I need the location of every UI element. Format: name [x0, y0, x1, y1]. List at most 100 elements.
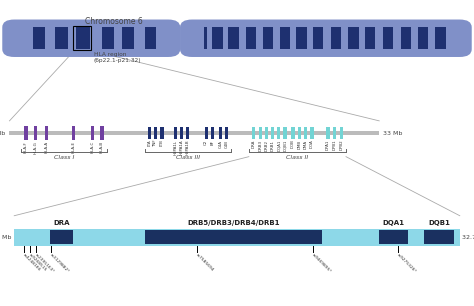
Bar — [435, 27, 446, 49]
Bar — [331, 27, 341, 49]
Text: DRB5/DRB3/DRB4/DRB1: DRB5/DRB3/DRB4/DRB1 — [187, 220, 280, 226]
Text: HLA region
(6p22.1-p21.32): HLA region (6p22.1-p21.32) — [94, 52, 141, 62]
Bar — [33, 27, 45, 49]
Bar — [212, 27, 223, 49]
Text: C4A: C4A — [219, 140, 222, 147]
Bar — [180, 127, 183, 139]
Text: Class I: Class I — [54, 155, 74, 159]
Text: rs4248166: rs4248166 — [22, 253, 41, 272]
Text: HSPA1A: HSPA1A — [180, 140, 183, 155]
Text: Class III: Class III — [176, 155, 200, 159]
Text: HLA-C: HLA-C — [91, 141, 94, 153]
Bar — [304, 127, 307, 139]
Text: 32.3 Mb: 32.3 Mb — [0, 235, 12, 240]
Text: C4B: C4B — [225, 140, 228, 147]
Text: BF: BF — [210, 140, 214, 144]
Text: DMA: DMA — [304, 140, 308, 149]
Bar — [145, 230, 322, 244]
Bar — [186, 127, 190, 139]
Bar — [55, 27, 68, 49]
Text: DPA1: DPA1 — [326, 140, 330, 150]
Text: DQA1: DQA1 — [277, 140, 281, 151]
Bar — [102, 27, 114, 49]
Bar — [228, 27, 239, 49]
Bar — [263, 27, 273, 49]
Text: Chromosome 6: Chromosome 6 — [85, 17, 143, 26]
Bar — [252, 127, 255, 139]
Bar — [225, 127, 228, 139]
Text: DOA: DOA — [310, 140, 314, 148]
Text: C2: C2 — [204, 140, 208, 145]
Bar — [205, 127, 208, 139]
FancyBboxPatch shape — [180, 20, 472, 57]
Bar — [14, 229, 460, 245]
Text: HSPA1B: HSPA1B — [186, 140, 190, 155]
Bar — [277, 127, 280, 139]
Text: 32.7 Mb: 32.7 Mb — [462, 235, 474, 240]
Text: DQB1: DQB1 — [428, 220, 450, 226]
Text: TNF: TNF — [154, 140, 157, 147]
Text: DRB1: DRB1 — [271, 140, 274, 151]
Bar — [333, 127, 336, 139]
Text: rs9469895*: rs9469895* — [311, 253, 332, 274]
Text: LTA: LTA — [147, 140, 151, 146]
Bar — [100, 126, 103, 140]
Bar — [24, 126, 27, 140]
Bar — [259, 127, 262, 139]
Text: DPB2: DPB2 — [339, 140, 343, 150]
Bar — [45, 126, 48, 140]
Bar — [271, 127, 274, 139]
Text: DRB2: DRB2 — [264, 140, 268, 151]
Text: HLA-A: HLA-A — [45, 141, 48, 153]
Bar — [264, 127, 268, 139]
Bar — [91, 126, 94, 140]
Bar — [310, 127, 314, 139]
Bar — [160, 127, 164, 139]
Text: HLA-G: HLA-G — [34, 141, 37, 154]
Text: DQB1: DQB1 — [283, 140, 287, 151]
Text: HSPA1L: HSPA1L — [173, 140, 177, 155]
Bar — [418, 27, 428, 49]
Text: DPB1: DPB1 — [333, 140, 337, 150]
Text: DRA: DRA — [252, 140, 255, 148]
Bar — [148, 127, 151, 139]
Bar — [154, 127, 157, 139]
Bar — [365, 27, 375, 49]
Text: HLA-E: HLA-E — [72, 141, 75, 153]
Bar — [339, 127, 343, 139]
Bar — [9, 131, 379, 135]
Bar — [204, 27, 207, 49]
Text: DQA1: DQA1 — [383, 220, 404, 226]
Bar — [291, 127, 294, 139]
FancyBboxPatch shape — [2, 20, 180, 57]
Bar — [72, 126, 75, 140]
Bar — [401, 27, 411, 49]
Bar — [219, 127, 222, 139]
Bar — [424, 230, 454, 244]
Bar — [34, 126, 37, 140]
Bar — [283, 127, 286, 139]
Bar — [280, 27, 290, 49]
Bar — [145, 27, 156, 49]
Text: HLA-F: HLA-F — [24, 141, 28, 153]
Text: DRB3: DRB3 — [258, 140, 262, 151]
Text: LTB: LTB — [160, 140, 164, 146]
Text: rs3129882*: rs3129882* — [49, 253, 70, 274]
Bar — [122, 27, 134, 49]
Bar — [210, 127, 214, 139]
Bar — [383, 27, 393, 49]
Bar — [313, 27, 323, 49]
Bar — [379, 230, 408, 244]
Text: HLA-B: HLA-B — [100, 141, 104, 153]
Bar — [298, 127, 301, 139]
Text: Class II: Class II — [286, 155, 309, 159]
Bar — [173, 127, 177, 139]
Bar — [76, 27, 90, 49]
Bar — [326, 127, 329, 139]
Bar — [296, 27, 307, 49]
Text: rs2395163*: rs2395163* — [34, 253, 55, 274]
Bar — [348, 27, 359, 49]
Bar — [73, 26, 91, 50]
Text: DRA: DRA — [53, 220, 69, 226]
Bar — [246, 27, 256, 49]
